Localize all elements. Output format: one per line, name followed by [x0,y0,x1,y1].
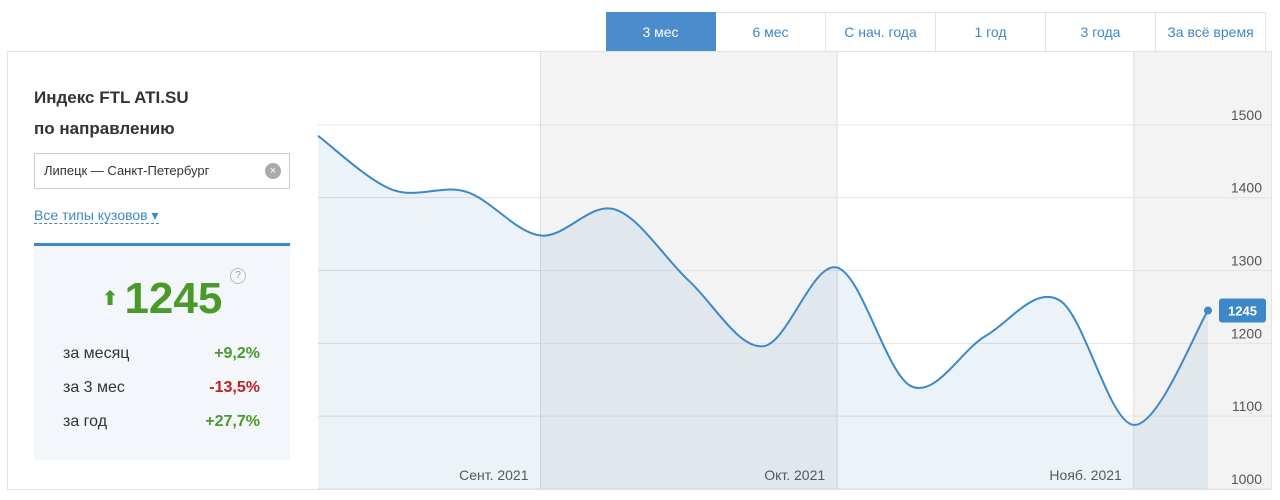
end-point [1204,306,1212,315]
x-month-label: Окт. 2021 [764,467,825,483]
current-value: 1245 [124,274,223,323]
body-types-text: Все типы кузовов [34,207,148,223]
y-tick-label: 1200 [1231,325,1262,341]
y-tick-label: 1100 [1232,398,1262,414]
stat-label: за 3 мес [63,379,125,396]
stat-row: за 3 мес -13,5% [63,379,260,397]
y-tick-label: 1300 [1231,253,1262,269]
period-tab[interactable]: 1 год [936,12,1046,51]
stat-value: +27,7% [205,413,260,430]
stat-value: +9,2% [214,345,260,362]
period-tab[interactable]: 3 года [1046,12,1156,51]
value-callout [1219,298,1266,323]
panel-title: Индекс FTL ATI.SU [34,88,189,107]
help-icon[interactable]: ? [230,268,246,284]
panel-subtitle: по направлению [34,119,175,138]
route-input[interactable]: Липецк — Санкт-Петербург × [34,153,290,189]
line [317,134,1209,426]
period-tab[interactable]: За всё время [1156,12,1266,51]
area [318,135,1208,489]
stat-value: -13,5% [209,379,260,396]
stat-label: за год [63,413,108,430]
stat-row: за месяц +9,2% [63,345,260,363]
value-callout-label: 1245 [1228,304,1257,319]
y-tick-label: 1500 [1231,107,1262,123]
period-tabs: 3 мес 6 мес С нач. года 1 год 3 года За всё в… [606,12,1266,51]
stat-row: за год +27,7% [63,413,260,431]
period-tab[interactable]: С нач. года [826,12,936,51]
body-types-link[interactable]: Все типы кузовов ▾ [34,207,159,224]
index-panel: Индекс FTL ATI.SU по направлению Липецк … [34,82,290,460]
route-text: Липецк — Санкт-Петербург [44,163,210,178]
clear-button[interactable]: × [265,163,281,179]
stats-box: ⬆ 1245 ? за месяц +9,2% за 3 мес -13,5% за го… [34,243,290,460]
y-tick-label: 1400 [1231,180,1262,196]
period-tab[interactable]: 6 мес [716,12,826,51]
x-month-label: Нояб. 2021 [1049,467,1122,483]
x-month-label: Сент. 2021 [459,467,529,483]
stat-label: за месяц [63,345,130,362]
y-tick-label: 1000 [1231,471,1262,487]
current-index: ⬆ 1245 [101,274,223,323]
period-tab[interactable]: 3 мес [606,12,716,51]
